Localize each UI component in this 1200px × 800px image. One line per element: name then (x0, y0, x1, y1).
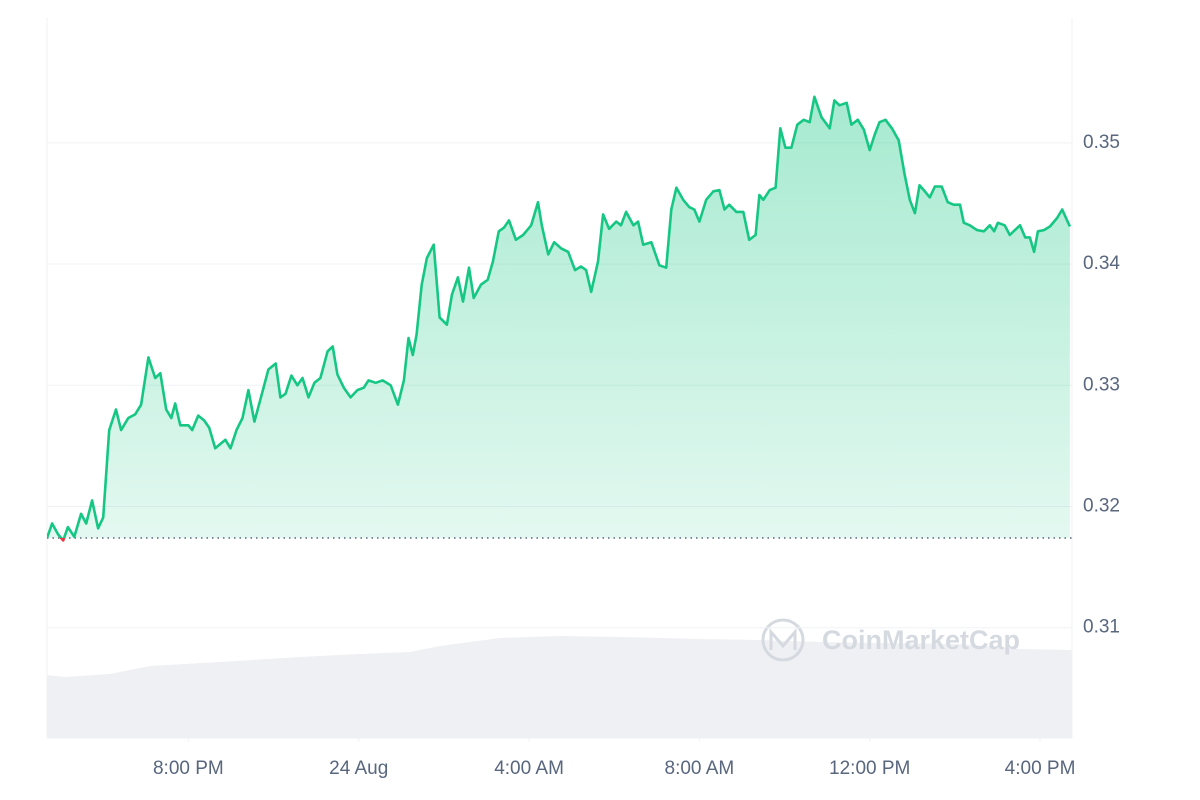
x-tick-label: 24 Aug (329, 758, 388, 779)
y-tick-label: 0.35 (1083, 132, 1120, 153)
volume-area (47, 636, 1072, 738)
x-tick-label: 8:00 PM (153, 758, 224, 779)
x-tick-label: 12:00 PM (829, 758, 910, 779)
watermark: CoinMarketCap (822, 625, 1020, 655)
y-tick-label: 0.33 (1083, 374, 1120, 395)
x-tick-label: 4:00 PM (1005, 758, 1076, 779)
price-line (47, 95, 1072, 538)
y-tick-label: 0.32 (1083, 496, 1120, 517)
x-tick-label: 4:00 AM (494, 758, 564, 779)
y-tick-label: 0.34 (1083, 253, 1120, 274)
price-area (47, 96, 1070, 538)
watermark-logo (761, 618, 805, 662)
y-tick-label: 0.31 (1083, 617, 1120, 638)
x-tick-label: 8:00 AM (665, 758, 735, 779)
